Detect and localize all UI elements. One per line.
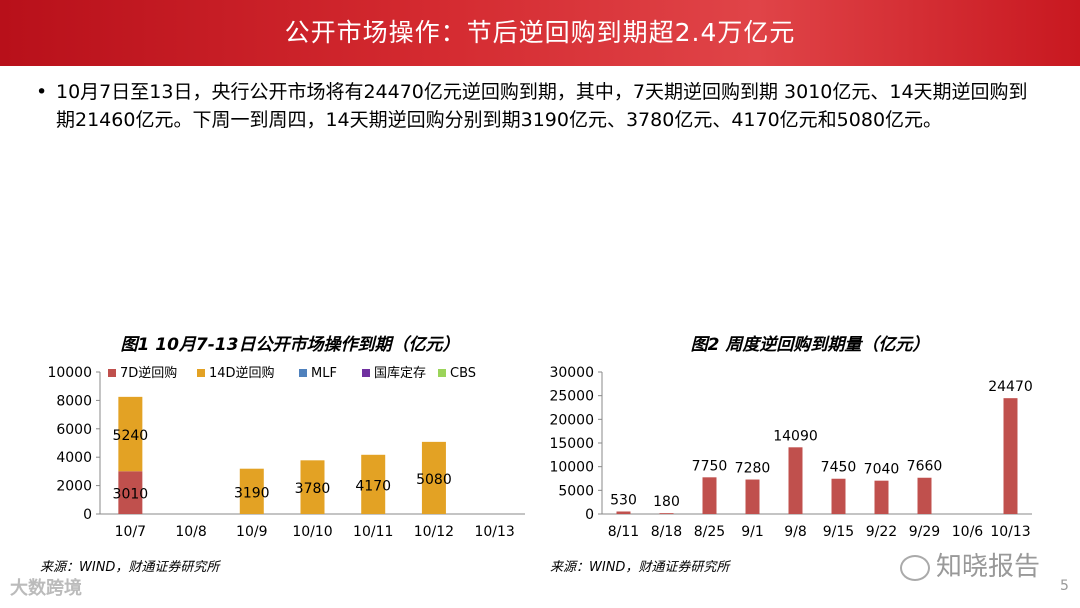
footer-logo: 大数跨境 <box>10 578 82 599</box>
x-tick-label: 10/12 <box>414 524 454 540</box>
chart2-title: 图2 周度逆回购到期量（亿元） <box>690 335 930 355</box>
bar-14D逆回购 <box>361 454 386 514</box>
y-tick-label: 0 <box>83 507 92 523</box>
bar-14D逆回购 <box>300 460 325 514</box>
y-tick-label: 10000 <box>549 460 594 476</box>
bar <box>874 480 889 514</box>
x-tick-label: 10/7 <box>115 524 146 540</box>
x-tick-label: 8/18 <box>651 524 682 540</box>
data-label: 24470 <box>988 379 1033 395</box>
y-tick-label: 5000 <box>558 483 594 499</box>
chart2-svg: 0 5000 10000 15000 20000 25000 30000 8/11 530 8/1… <box>549 365 1033 540</box>
y-tick-label: 30000 <box>549 365 594 381</box>
y-tick-label: 4000 <box>56 450 92 466</box>
bar <box>831 478 846 514</box>
data-label: 5240 <box>113 428 149 444</box>
summary-text: 10月7日至13日，央行公开市场将有24470亿元逆回购到期，其中，7天期逆回购… <box>56 81 1028 131</box>
legend-label: 国库定存 <box>374 365 426 381</box>
data-label: 3190 <box>234 485 270 501</box>
legend-label: 14D逆回购 <box>209 365 275 381</box>
data-label: 530 <box>610 492 637 508</box>
title-banner: 公开市场操作：节后逆回购到期超2.4万亿元 <box>0 0 1080 66</box>
legend-label: MLF <box>311 366 337 381</box>
data-label: 7660 <box>907 459 943 475</box>
data-label: 7280 <box>735 461 771 477</box>
legend-swatch <box>362 369 370 377</box>
chart2-source: 来源：WIND，财通证券研究所 <box>550 560 730 575</box>
page-title: 公开市场操作：节后逆回购到期超2.4万亿元 <box>284 18 796 47</box>
data-label: 3010 <box>113 487 149 503</box>
x-tick-label: 10/11 <box>353 524 393 540</box>
bar <box>702 477 717 514</box>
page-number: 5 <box>1060 578 1069 594</box>
y-tick-label: 6000 <box>56 422 92 438</box>
bar-14D逆回购 <box>421 441 446 514</box>
bar <box>788 447 803 514</box>
x-tick-label: 8/25 <box>694 524 725 540</box>
x-tick-label: 10/13 <box>990 524 1030 540</box>
x-tick-label: 10/9 <box>236 524 267 540</box>
legend-label: CBS <box>450 366 476 381</box>
x-tick-label: 9/1 <box>741 524 764 540</box>
legend-swatch <box>438 369 446 377</box>
chart1-source: 来源：WIND，财通证券研究所 <box>40 560 220 575</box>
bar <box>917 477 932 514</box>
bar <box>745 479 760 514</box>
data-label: 7750 <box>692 458 728 474</box>
y-tick-label: 2000 <box>56 479 92 495</box>
bar-14D逆回购 <box>118 396 143 472</box>
bar-14D逆回购 <box>239 468 264 514</box>
bar <box>616 511 631 514</box>
x-tick-label: 10/6 <box>952 524 984 540</box>
legend-swatch <box>299 369 307 377</box>
watermark-text: 知晓报告 <box>936 552 1041 582</box>
bar <box>659 513 674 514</box>
x-tick-label: 10/10 <box>292 524 332 540</box>
data-label: 4170 <box>355 478 391 494</box>
wechat-icon <box>900 554 930 581</box>
data-label: 180 <box>653 494 680 510</box>
watermark: 知晓报告 <box>900 546 1040 583</box>
x-tick-label: 9/8 <box>784 524 807 540</box>
chart1-title: 图1 10月7-13日公开市场操作到期（亿元） <box>120 335 460 355</box>
y-tick-label: 8000 <box>56 393 92 409</box>
y-tick-label: 15000 <box>549 436 594 452</box>
data-label: 3780 <box>295 481 331 497</box>
x-tick-label: 10/8 <box>175 524 206 540</box>
y-tick-label: 25000 <box>549 389 594 405</box>
data-label: 14090 <box>773 428 818 444</box>
legend-swatch <box>197 369 205 377</box>
y-tick-label: 20000 <box>549 412 594 428</box>
data-label: 5080 <box>416 472 452 488</box>
x-tick-label: 9/22 <box>866 524 897 540</box>
summary-bullet: • 10月7日至13日，央行公开市场将有24470亿元逆回购到期，其中，7天期逆… <box>36 78 1046 134</box>
x-tick-label: 8/11 <box>608 524 639 540</box>
chart1-svg: 0 2000 4000 6000 8000 10000 10/7 3010 5240 10/8 10… <box>47 365 525 540</box>
bar <box>1003 398 1018 514</box>
y-tick-label: 0 <box>585 507 594 523</box>
bar-7D逆回购 <box>118 471 143 514</box>
x-tick-label: 9/29 <box>909 524 940 540</box>
legend-swatch <box>108 369 116 377</box>
x-tick-label: 10/13 <box>474 524 514 540</box>
data-label: 7040 <box>864 462 900 478</box>
x-tick-label: 9/15 <box>823 524 854 540</box>
data-label: 7450 <box>821 460 857 476</box>
y-tick-label: 10000 <box>47 365 92 381</box>
bullet-marker: • <box>36 81 48 103</box>
legend-label: 7D逆回购 <box>120 365 177 381</box>
